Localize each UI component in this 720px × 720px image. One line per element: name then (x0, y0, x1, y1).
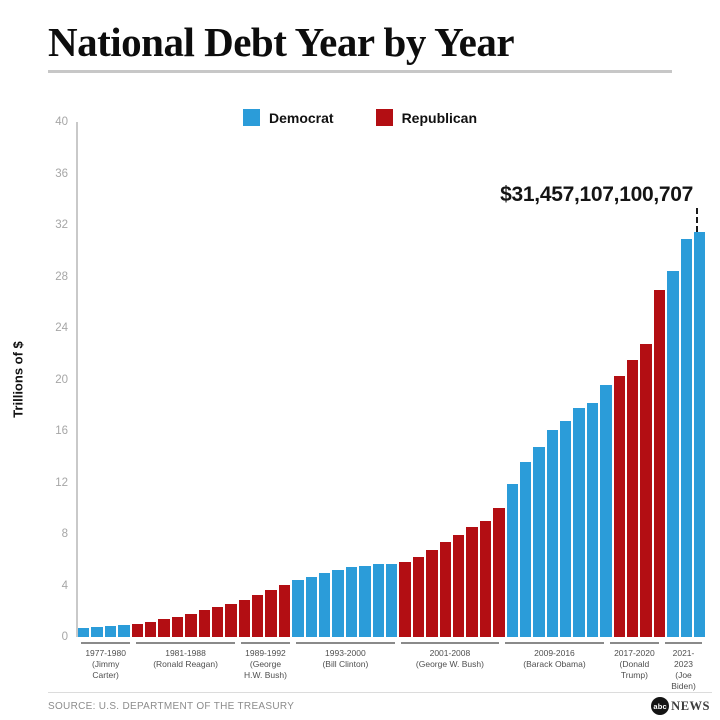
y-tick-label: 32 (55, 219, 68, 231)
legend-item-democrat: Democrat (242, 109, 334, 126)
legend-item-republican: Republican (375, 109, 478, 126)
bars-container (78, 122, 706, 637)
bar-2020 (653, 290, 666, 637)
bar-1977 (78, 628, 90, 637)
y-tick-label: 40 (55, 116, 68, 128)
bar-1981 (131, 624, 143, 637)
y-axis-line (76, 122, 78, 637)
y-tick-label: 28 (55, 270, 68, 283)
y-tick-label: 0 (61, 631, 68, 643)
president-group-label: 1981-1988 (Ronald Reagan) (136, 642, 235, 692)
bar-1986 (198, 609, 210, 637)
bar-2021 (667, 270, 679, 637)
abc-logo-icon: abc (651, 697, 670, 715)
abc-news-logo: abc NEWS (651, 697, 710, 715)
title-divider (48, 70, 672, 73)
legend-label-republican: Republican (401, 109, 478, 126)
bar-1987 (211, 606, 224, 637)
bar-2017 (613, 376, 626, 637)
bar-2023 (693, 231, 706, 637)
bar-1982 (144, 622, 157, 637)
bar-1978 (91, 627, 103, 637)
bar-1992 (278, 584, 291, 637)
bar-1997 (345, 567, 358, 637)
bar-2022 (680, 238, 692, 637)
chart-legend: Democrat Republican (0, 109, 720, 126)
bar-1995 (319, 573, 331, 637)
bar-1983 (158, 619, 170, 637)
y-tick-label: 36 (55, 167, 68, 180)
bar-1985 (185, 613, 197, 637)
bar-2009 (506, 483, 518, 637)
president-group-label: 1989-1992 (George H.W. Bush) (240, 642, 291, 692)
abc-news-wordmark: NEWS (671, 698, 710, 713)
bar-2006 (466, 527, 478, 637)
y-axis-ticks: 0 4 8 12 16 20 24 28 32 36 40 (0, 116, 72, 643)
bar-2008 (493, 508, 505, 637)
president-group-label: 1993-2000 (Bill Clinton) (296, 642, 395, 692)
footer-divider (48, 692, 712, 693)
bar-1998 (359, 565, 371, 637)
president-group-label: 2001-2008 (George W. Bush) (400, 642, 500, 692)
president-group-label: 2009-2016 (Barack Obama) (505, 642, 604, 692)
y-tick-label: 12 (55, 476, 68, 489)
bar-1990 (252, 595, 264, 637)
source-text: SOURCE: U.S. DEPARTMENT OF THE TREASURY (48, 701, 295, 712)
bar-2013 (560, 421, 572, 637)
callout-dashed-line (696, 208, 698, 232)
bar-2005 (452, 534, 465, 637)
bar-1989 (238, 600, 251, 637)
y-tick-label: 16 (55, 425, 68, 437)
y-tick-label: 4 (61, 579, 68, 592)
bar-2002 (412, 556, 425, 637)
bar-2010 (519, 462, 532, 637)
bar-1991 (265, 589, 277, 637)
bar-2014 (573, 407, 585, 637)
plot-area (78, 122, 706, 637)
president-group-label: 2017-2020 (Donald Trump) (609, 642, 660, 692)
bar-1984 (171, 616, 184, 637)
bar-1979 (104, 626, 117, 637)
bar-2004 (439, 541, 451, 637)
y-tick-label: 8 (61, 528, 68, 540)
bar-1993 (292, 580, 304, 637)
bar-2007 (479, 521, 492, 637)
bar-2001 (399, 562, 411, 637)
president-group-label: 2021-2023 (Joe Biden) (665, 642, 702, 692)
page-title: National Debt Year by Year (48, 19, 515, 65)
y-tick-label: 20 (55, 373, 68, 386)
bar-1996 (332, 569, 344, 637)
bar-2012 (546, 430, 559, 637)
bar-1994 (305, 576, 318, 637)
bar-1988 (225, 603, 237, 637)
bar-2000 (385, 564, 398, 637)
debt-total-callout: $31,457,107,100,707 (500, 183, 693, 206)
bar-2019 (640, 344, 652, 637)
bar-2015 (586, 403, 599, 637)
bar-2003 (426, 549, 438, 637)
republican-color-swatch (375, 109, 393, 126)
bar-1999 (372, 564, 384, 637)
bar-2018 (627, 359, 639, 637)
y-tick-label: 24 (55, 322, 68, 334)
democrat-color-swatch (242, 109, 260, 126)
legend-label-democrat: Democrat (268, 109, 334, 126)
bar-2011 (533, 446, 545, 637)
president-group-label: 1977-1980 (Jimmy Carter) (81, 642, 131, 692)
x-axis-president-groups: 1977-1980 (Jimmy Carter) 1981-1988 (Ronald … (78, 642, 705, 692)
bar-1980 (118, 625, 130, 637)
bar-2016 (600, 385, 612, 637)
